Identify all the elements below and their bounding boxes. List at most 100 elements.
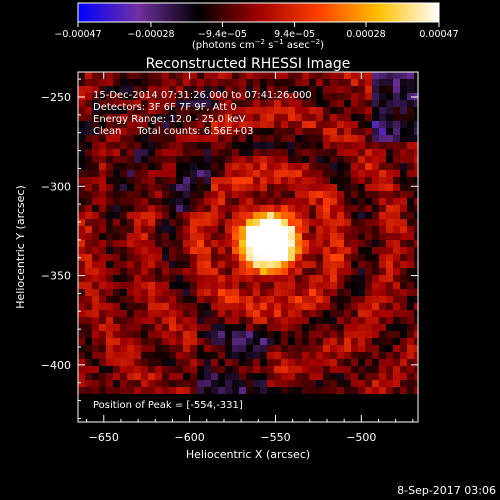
heatmap-cell [162, 107, 170, 115]
heatmap-cell [218, 331, 226, 339]
heatmap-cell [316, 387, 324, 394]
heatmap-cell [183, 366, 191, 374]
heatmap-cell [267, 261, 275, 269]
heatmap-cell [253, 345, 261, 353]
heatmap-cell [78, 289, 86, 297]
heatmap-cell [183, 205, 191, 213]
heatmap-cell [190, 415, 197, 422]
heatmap-cell [99, 100, 107, 108]
heatmap-cell [309, 394, 316, 401]
heatmap-cell [169, 359, 177, 367]
heatmap-cell [323, 149, 331, 157]
heatmap-cell [211, 247, 219, 255]
heatmap-cell [365, 415, 372, 422]
heatmap-cell [155, 289, 163, 297]
heatmap-cell [218, 359, 226, 367]
heatmap-cell [407, 93, 415, 101]
heatmap-cell [351, 212, 359, 220]
heatmap-cell [134, 240, 142, 248]
heatmap-cell [358, 135, 366, 143]
heatmap-cell [309, 233, 317, 241]
heatmap-cell [211, 149, 219, 157]
heatmap-cell [197, 296, 205, 304]
heatmap-cell [78, 128, 86, 136]
heatmap-cell [309, 177, 317, 185]
heatmap-cell [379, 359, 387, 367]
heatmap-cell [218, 254, 226, 262]
heatmap-cell [197, 170, 205, 178]
heatmap-cell [176, 331, 184, 339]
heatmap-cell [92, 331, 100, 339]
heatmap-cell [330, 170, 338, 178]
heatmap-cell [162, 380, 170, 388]
heatmap-cell [344, 121, 352, 129]
heatmap-cell [218, 373, 226, 381]
heatmap-cell [358, 380, 366, 388]
heatmap-cell [78, 282, 86, 290]
heatmap-cell [113, 135, 121, 143]
heatmap-cell [407, 366, 415, 374]
heatmap-cell [337, 149, 345, 157]
heatmap-cell [183, 345, 191, 353]
heatmap-cell [190, 373, 198, 381]
heatmap-cell [246, 149, 254, 157]
heatmap-cell [400, 135, 408, 143]
heatmap-cell [176, 282, 184, 290]
heatmap-cell [85, 331, 93, 339]
heatmap-cell [113, 247, 121, 255]
annotation-time-range: 15-Dec-2014 07:31:26.000 to 07:41:26.000 [93, 90, 312, 101]
heatmap-cell [148, 352, 156, 360]
heatmap-cell [141, 72, 149, 80]
heatmap-cell [323, 268, 331, 276]
heatmap-cell [302, 79, 310, 87]
heatmap-cell [183, 72, 191, 80]
heatmap-cell [148, 226, 156, 234]
heatmap-cell [246, 401, 253, 408]
heatmap-cell [134, 226, 142, 234]
heatmap-cell [281, 247, 289, 255]
heatmap-cell [218, 317, 226, 325]
heatmap-cell [197, 226, 205, 234]
heatmap-cell [288, 324, 296, 332]
heatmap-cell [169, 331, 177, 339]
heatmap-cell [351, 289, 359, 297]
heatmap-cell [134, 86, 142, 94]
heatmap-cell [316, 296, 324, 304]
heatmap-cell [407, 107, 415, 115]
heatmap-cell [197, 373, 205, 381]
heatmap-cell [337, 331, 345, 339]
heatmap-cell [190, 338, 198, 346]
heatmap-cell [379, 135, 387, 143]
heatmap-cell [288, 373, 296, 381]
heatmap-cell [337, 282, 345, 290]
heatmap-cell [225, 135, 233, 143]
heatmap-cell [225, 387, 233, 394]
heatmap-cell [197, 261, 205, 269]
heatmap-cell [260, 408, 267, 415]
heatmap-cell [393, 373, 401, 381]
heatmap-cell [106, 373, 114, 381]
heatmap-cell [386, 219, 394, 227]
heatmap-cell [386, 338, 394, 346]
heatmap-cell [358, 177, 366, 185]
heatmap-cell [148, 359, 156, 367]
y-axis-label: Heliocentric Y (arcsec) [14, 185, 27, 309]
heatmap-cell [218, 310, 226, 318]
heatmap-cell [141, 303, 149, 311]
heatmap-cell [176, 338, 184, 346]
heatmap-cell [162, 163, 170, 171]
heatmap-cell [218, 352, 226, 360]
heatmap-cell [197, 142, 205, 150]
heatmap-cell [134, 205, 142, 213]
heatmap-cell [316, 226, 324, 234]
heatmap-cell [323, 352, 331, 360]
heatmap-cell [414, 359, 418, 367]
heatmap-cell [162, 72, 170, 80]
heatmap-cell [246, 219, 254, 227]
heatmap-cell [176, 352, 184, 360]
heatmap-cell [183, 324, 191, 332]
heatmap-cell [253, 226, 261, 234]
heatmap-cell [351, 184, 359, 192]
heatmap-cell [239, 184, 247, 192]
heatmap-cell [176, 212, 184, 220]
